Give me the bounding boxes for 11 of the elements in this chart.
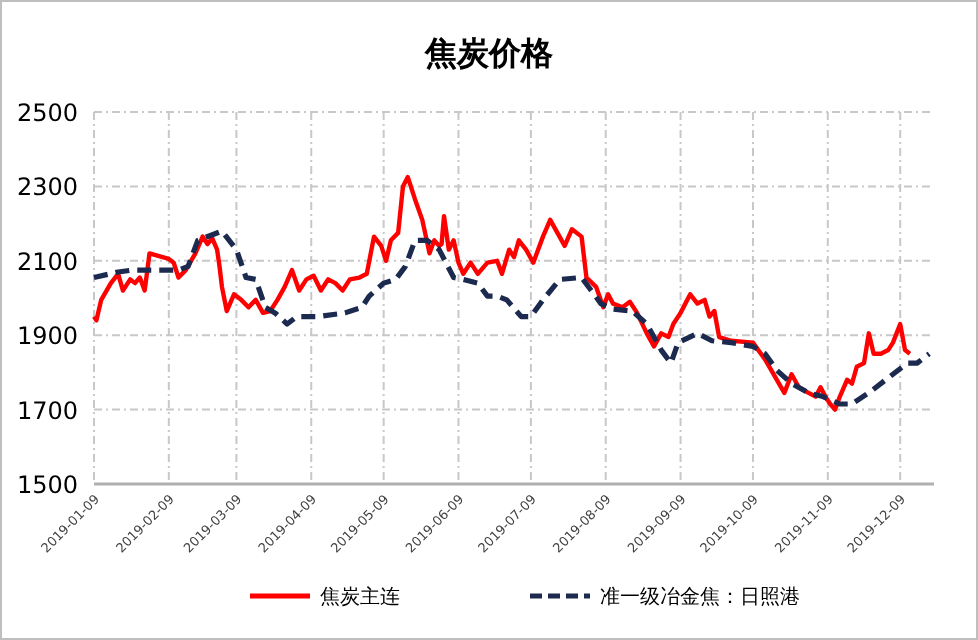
line-series: [91, 228, 932, 407]
y-tick-label: 1700: [16, 396, 78, 425]
y-tick-label: 2500: [16, 99, 78, 127]
line-series: [91, 174, 913, 412]
chart-title: 焦炭价格: [423, 34, 555, 72]
legend-label: 准一级冶金焦：日照港: [600, 585, 800, 609]
y-tick-label: 1900: [16, 322, 78, 351]
legend-label: 焦炭主连: [320, 585, 400, 609]
y-tick-label: 2300: [16, 173, 78, 202]
y-tick-label: 2100: [16, 247, 78, 276]
y-tick-label: 1500: [16, 471, 78, 499]
